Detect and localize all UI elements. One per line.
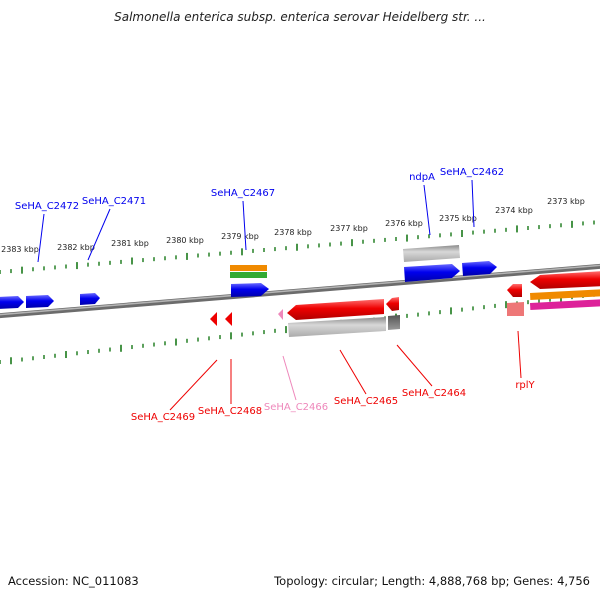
scale-label: 2377 kbp [330, 224, 368, 233]
pseudo-gene-arrow[interactable] [278, 309, 283, 320]
magenta-feature[interactable] [530, 299, 600, 310]
gene-arrow[interactable] [231, 283, 269, 297]
plus-strand-track [0, 245, 497, 309]
gene-arrow[interactable] [507, 284, 522, 297]
scale-ticks [0, 220, 595, 365]
gene-label[interactable]: SeHA_C2462 [440, 167, 504, 178]
callout-line [37, 213, 45, 263]
gene-arrow[interactable] [287, 299, 384, 320]
accession-text: Accession: NC_011083 [8, 574, 139, 588]
callout-line [396, 344, 433, 387]
gene-arrow[interactable] [530, 271, 600, 289]
rna-feature[interactable] [507, 302, 524, 316]
scale-label: 2375 kbp [439, 214, 477, 223]
gene-label[interactable]: SeHA_C2465 [334, 396, 398, 407]
gene-arrow[interactable] [26, 295, 54, 308]
scale-label: 2374 kbp [495, 206, 533, 215]
gene-arrow[interactable] [462, 261, 497, 276]
callout-line [169, 359, 218, 411]
callout-line [339, 349, 367, 395]
gene-arrow[interactable] [80, 293, 100, 305]
rna-feature[interactable] [288, 317, 386, 337]
gene-arrow[interactable] [404, 264, 460, 282]
genome-summary-text: Topology: circular; Length: 4,888,768 bp… [274, 574, 590, 588]
scale-labels: 2383 kbp 2382 kbp 2381 kbp 2380 kbp 2379 kbp… [1, 197, 585, 254]
gene-label[interactable]: SeHA_C2467 [211, 188, 275, 199]
gene-callouts: SeHA_C2472 SeHA_C2471 SeHA_C2467 ndpA SeHA_C… [15, 167, 536, 423]
minus-strand-track [210, 271, 600, 337]
callout-line [471, 179, 475, 228]
genome-title: Salmonella enterica subsp. enterica sero… [114, 10, 486, 24]
gene-label[interactable]: SeHA_C2464 [402, 388, 466, 399]
scale-label: 2380 kbp [166, 236, 204, 245]
gene-label[interactable]: rplY [515, 380, 535, 391]
gene-label[interactable]: SeHA_C2466 [264, 402, 328, 413]
scale-label: 2381 kbp [111, 239, 149, 248]
green-feature[interactable] [230, 272, 267, 278]
gene-label[interactable]: SeHA_C2472 [15, 201, 79, 212]
orange-feature[interactable] [530, 289, 600, 300]
gene-label[interactable]: SeHA_C2469 [131, 412, 195, 423]
scale-label: 2373 kbp [547, 197, 585, 206]
rna-feature[interactable] [388, 315, 400, 330]
callout-line [423, 184, 431, 236]
callout-line [87, 208, 111, 261]
callout-line [242, 200, 247, 251]
orange-feature[interactable] [230, 265, 267, 271]
callout-line [282, 355, 297, 401]
scale-label: 2383 kbp [1, 245, 39, 254]
rna-feature[interactable] [403, 245, 460, 262]
callout-line [517, 330, 522, 379]
gene-label[interactable]: ndpA [409, 172, 435, 183]
gene-arrow[interactable] [0, 296, 24, 309]
gene-label[interactable]: SeHA_C2468 [198, 406, 262, 417]
gene-label[interactable]: SeHA_C2471 [82, 196, 146, 207]
scale-label: 2376 kbp [385, 219, 423, 228]
scale-label: 2379 kbp [221, 232, 259, 241]
gene-arrow[interactable] [225, 312, 232, 326]
gene-arrow[interactable] [210, 312, 217, 326]
scale-label: 2378 kbp [274, 228, 312, 237]
gene-arrow[interactable] [386, 297, 399, 311]
chromosome-backbone-highlight [0, 264, 600, 316]
scale-label: 2382 kbp [57, 243, 95, 252]
